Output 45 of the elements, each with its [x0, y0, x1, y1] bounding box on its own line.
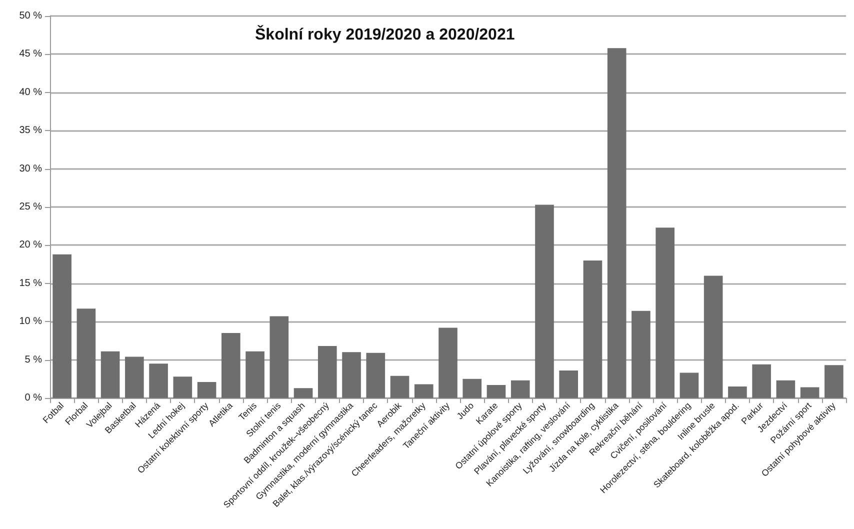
bar: [776, 380, 796, 398]
bar: [100, 351, 120, 398]
y-tick-label: 50 %: [19, 10, 42, 22]
bar: [222, 333, 240, 398]
y-tick-label: 20 %: [19, 240, 42, 251]
y-tick-label: 45 %: [19, 48, 42, 60]
bar: [76, 308, 96, 398]
bar: [559, 370, 578, 398]
bar: [173, 376, 192, 398]
bar: [197, 382, 216, 398]
bar: [824, 365, 844, 398]
bar: [366, 352, 386, 398]
y-tick-label: 10 %: [19, 316, 42, 328]
bar: [438, 328, 458, 398]
y-tick-label: 25 %: [19, 202, 42, 212]
bar: [728, 386, 747, 398]
y-tick-label: 15 %: [19, 278, 42, 289]
bar: [294, 388, 313, 398]
bar: [583, 260, 602, 398]
bar: [52, 254, 72, 398]
bar: [462, 378, 482, 398]
text: Školní roky 2019/2020 a 2020/2021: [255, 24, 515, 44]
bar: [149, 364, 168, 398]
bar: [704, 276, 723, 398]
y-tick-label: 0 %: [24, 392, 42, 404]
bar: [800, 387, 820, 398]
bar: [414, 384, 434, 398]
y-tick-label: 30 %: [19, 163, 42, 174]
bar: [632, 310, 650, 398]
y-tick-label: 5 %: [24, 354, 42, 366]
bar: [535, 204, 554, 398]
y-tick-label: 40 %: [19, 86, 42, 98]
bar: [390, 376, 410, 398]
bar: [680, 372, 699, 398]
bar: [510, 380, 530, 398]
bar: [246, 351, 264, 398]
bar: [656, 228, 674, 398]
bar: [607, 48, 626, 398]
bar: [318, 346, 337, 398]
bar: [486, 385, 506, 398]
bar: [342, 352, 361, 398]
bar: [270, 316, 289, 398]
bar: [125, 356, 144, 398]
y-tick-label: 35 %: [19, 125, 42, 136]
bar: [752, 364, 771, 398]
